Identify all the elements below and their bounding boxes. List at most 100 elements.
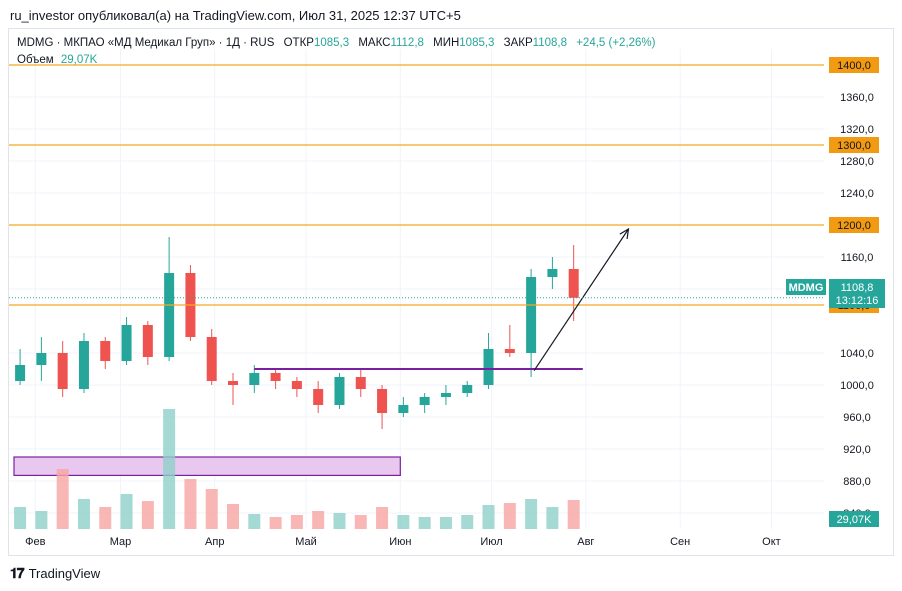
candle-body — [355, 377, 366, 389]
volume-bar — [120, 494, 133, 529]
y-tick-label: 880,0 — [843, 476, 871, 488]
legend-low-label: МИН — [433, 37, 459, 49]
tradingview-logo-icon: 𝟏𝟕 — [10, 565, 25, 581]
volume-bars — [14, 409, 580, 529]
x-tick-label: Июл — [480, 536, 502, 548]
volume-bar — [56, 469, 69, 529]
time-axis[interactable]: Фев Мар Апр Май Июн Июл Авг Сен Окт — [25, 536, 781, 548]
candle-body — [291, 381, 302, 389]
tradingview-brand-text: TradingView — [28, 566, 101, 581]
volume-bar — [248, 514, 261, 529]
volume-bar — [227, 504, 240, 529]
legend-row: MDMG · МКПАО «МД Медикал Груп» · 1Д · RU… — [17, 37, 656, 49]
volume-bar — [184, 479, 197, 529]
candles — [15, 237, 579, 429]
y-tick-label: 1360,0 — [840, 92, 874, 104]
highlight-zone[interactable] — [13, 456, 401, 476]
volume-bar — [77, 499, 90, 529]
candle-body — [377, 389, 388, 413]
candle-body — [249, 373, 260, 385]
legend-high-label: МАКС — [358, 37, 390, 49]
candle-body — [398, 405, 409, 413]
legend-change: +24,5 (+2,26%) — [576, 37, 655, 49]
level-badge — [829, 57, 879, 73]
volume-badge-text: 29,07K — [837, 514, 873, 526]
y-tick-label: 1040,0 — [840, 348, 874, 360]
candle-body — [100, 341, 111, 361]
candle-body — [270, 373, 281, 381]
arrow-head — [619, 227, 630, 239]
legend-symbol: MDMG · МКПАО «МД Медикал Груп» · 1Д · RU… — [17, 37, 275, 49]
volume-bar — [141, 501, 154, 529]
candle-body — [483, 349, 494, 385]
x-tick-label: Мар — [110, 536, 132, 548]
x-tick-label: Июн — [389, 536, 411, 548]
publisher-line: ru_investor опубликовал(а) на TradingVie… — [10, 8, 461, 23]
legend-close-value: 1108,8 — [533, 37, 567, 49]
candle-body — [206, 337, 217, 381]
legend-low-value: 1085,3 — [459, 37, 494, 49]
y-tick-label: 960,0 — [843, 412, 871, 424]
volume-badge: 29,07K — [829, 511, 879, 527]
price-badge-text: 1108,8 — [841, 282, 874, 294]
volume-bar — [35, 511, 48, 529]
candle-body — [78, 341, 89, 389]
candle-body — [568, 269, 579, 298]
candle-body — [504, 349, 515, 353]
candle-body — [313, 389, 324, 405]
candle-body — [440, 393, 451, 397]
legend-high-value: 1112,8 — [390, 37, 423, 49]
candle-body — [15, 365, 26, 381]
candle-body — [419, 397, 430, 405]
volume-bar — [99, 507, 112, 529]
volume-bar — [503, 503, 516, 529]
x-tick-label: Фев — [25, 536, 45, 548]
symbol-price-badge: MDMG 1108,8 13:12:16 — [786, 279, 885, 308]
countdown-badge-text: 13:12:16 — [836, 295, 879, 307]
candle-body — [142, 325, 153, 357]
candle-body — [334, 377, 345, 405]
x-tick-label: Окт — [762, 536, 781, 548]
arrow-shaft — [533, 228, 629, 371]
legend-open-value: 1085,3 — [314, 37, 349, 49]
candle-body — [547, 269, 558, 277]
y-tick-label: 1280,0 — [840, 156, 874, 168]
volume-bar — [461, 515, 474, 529]
tradingview-logo[interactable]: 𝟏𝟕 TradingView — [10, 565, 100, 582]
x-tick-label: Авг — [577, 536, 594, 548]
level-badge — [829, 217, 879, 233]
y-tick-label: 920,0 — [843, 444, 871, 456]
x-tick-label: Сен — [670, 536, 690, 548]
level-badge-text: 1300,0 — [837, 140, 871, 152]
y-tick-label: 1160,0 — [841, 252, 874, 264]
level-badge-text: 1200,0 — [837, 220, 871, 232]
trend-arrow[interactable] — [533, 227, 630, 371]
x-tick-label: Май — [295, 536, 317, 548]
volume-bar — [482, 505, 495, 529]
legend-volume-label: Объем — [17, 54, 54, 66]
legend-volume: Объем 29,07K — [17, 54, 98, 66]
level-badge — [829, 137, 879, 153]
volume-bar — [205, 489, 218, 529]
volume-bar — [333, 513, 346, 529]
volume-bar — [14, 507, 27, 529]
volume-bar — [397, 515, 410, 529]
x-tick-label: Апр — [205, 536, 224, 548]
volume-bar — [439, 517, 452, 529]
legend-close-label: ЗАКР — [504, 37, 533, 49]
legend-open-label: ОТКР — [284, 37, 315, 49]
volume-bar — [312, 511, 325, 529]
volume-bar — [418, 517, 431, 529]
candle-body — [57, 353, 68, 389]
volume-bar — [567, 500, 580, 529]
volume-bar — [163, 409, 176, 529]
legend-volume-value: 29,07K — [61, 54, 98, 66]
volume-bar — [376, 507, 389, 529]
candle-body — [462, 385, 473, 393]
level-badge-text: 1400,0 — [837, 60, 871, 72]
volume-bar — [546, 507, 559, 529]
symbol-badge-text: MDMG — [789, 282, 824, 294]
